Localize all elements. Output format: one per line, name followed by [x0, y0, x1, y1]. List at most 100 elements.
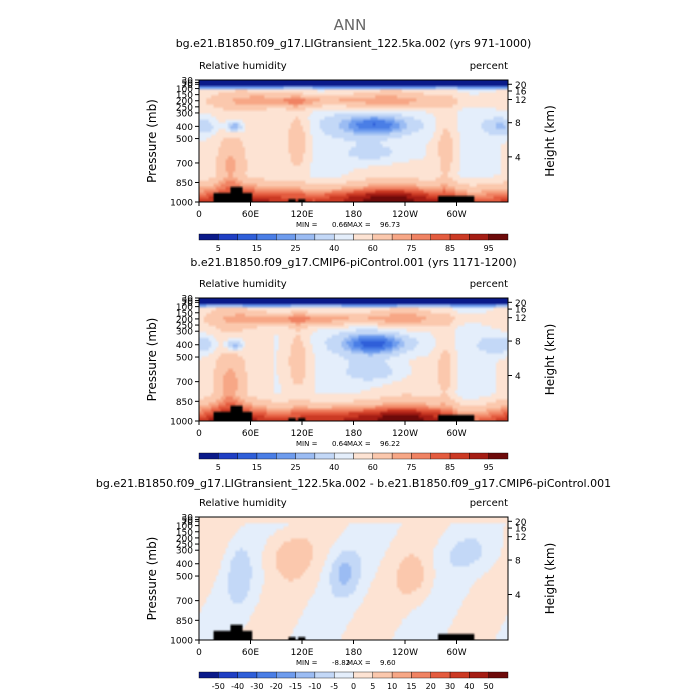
max-value: 96.73: [380, 221, 400, 229]
colorbar-swatch: [488, 452, 509, 460]
colorbar-label: 40: [329, 463, 339, 472]
colorbar-label: 25: [290, 244, 300, 253]
colorbar-swatch: [237, 233, 258, 241]
chart-panel: bg.e21.B1850.f09_g17.LIGtransient_122.5k…: [96, 477, 611, 691]
y2-tick-label: 16: [515, 306, 527, 316]
y2-tick-label: 16: [515, 525, 527, 535]
colorbar-swatch: [256, 671, 277, 679]
y2-tick-label: 12: [515, 533, 526, 543]
y-tick-label: 500: [176, 573, 193, 583]
variable-label: Relative humidity: [199, 61, 287, 72]
y-tick-label: 700: [176, 159, 193, 169]
colorbar-swatch: [430, 233, 451, 241]
colorbar-swatch: [353, 233, 374, 241]
x-tick-label: 60E: [242, 429, 259, 439]
x-tick-label: 0: [196, 648, 202, 658]
y-tick-label: 500: [176, 354, 193, 364]
y2-axis-label: Height (km): [543, 324, 557, 395]
colorbar-swatch: [353, 671, 374, 679]
y-tick-label: 150: [176, 91, 193, 101]
y-tick-label: 1000: [170, 199, 193, 209]
max-value: 96.22: [380, 440, 400, 448]
y2-tick-label: 4: [515, 372, 521, 382]
colorbar-label: 85: [445, 244, 455, 253]
chart-panel: bg.e21.B1850.f09_g17.LIGtransient_122.5k…: [145, 37, 557, 253]
colorbar-label: 85: [445, 463, 455, 472]
y2-tick-label: 8: [515, 557, 521, 567]
page-title: ANN: [334, 16, 367, 34]
colorbar-swatch: [218, 452, 238, 460]
y2-tick-label: 8: [515, 338, 521, 348]
y-tick-label: 300: [176, 328, 193, 338]
colorbar-label: 5: [216, 244, 221, 253]
max-label: MAX =: [347, 440, 371, 448]
contour-field: [199, 298, 508, 421]
y2-tick-label: 8: [515, 119, 521, 129]
colorbar-swatch: [276, 233, 296, 241]
colorbar-swatch: [449, 452, 470, 460]
colorbar-swatch: [411, 452, 431, 460]
colorbar: [198, 671, 509, 679]
colorbar-label: -10: [308, 682, 321, 691]
colorbar-swatch: [276, 452, 296, 460]
colorbar-swatch: [295, 233, 316, 241]
colorbar-label: -5: [330, 682, 338, 691]
y2-tick-label: 12: [515, 96, 526, 106]
y-tick-label: 400: [176, 341, 193, 351]
colorbar-label: 5: [370, 682, 375, 691]
colorbar-swatch: [314, 233, 335, 241]
colorbar-swatch: [430, 452, 451, 460]
chart-panel: b.e21.B1850.f09_g17.CMIP6-piControl.001 …: [145, 256, 557, 472]
colorbar-label: 75: [406, 463, 416, 472]
y-tick-label: 1000: [170, 637, 193, 647]
min-label: MIN =: [296, 440, 318, 448]
x-tick-label: 60E: [242, 648, 259, 658]
colorbar-swatch: [430, 671, 451, 679]
colorbar-label: 40: [329, 244, 339, 253]
y-tick-label: 1000: [170, 418, 193, 428]
colorbar-swatch: [411, 671, 431, 679]
y-axis-label: Pressure (mb): [145, 318, 159, 402]
colorbar-label: 40: [464, 682, 474, 691]
y-tick-label: 500: [176, 135, 193, 145]
y2-tick-label: 4: [515, 591, 521, 601]
colorbar-swatch: [469, 233, 489, 241]
y-tick-label: 250: [176, 103, 193, 113]
colorbar-swatch: [198, 233, 219, 241]
y-tick-label: 30: [182, 295, 194, 305]
units-label: percent: [470, 498, 508, 509]
colorbar-swatch: [237, 452, 258, 460]
x-tick-label: 120W: [392, 648, 418, 658]
colorbar-label: -30: [250, 682, 263, 691]
y-tick-label: 200: [176, 315, 193, 325]
colorbar-label: 75: [406, 244, 416, 253]
y-tick-label: 30: [182, 514, 194, 524]
y-tick-label: 850: [176, 179, 193, 189]
y-tick-label: 50: [182, 516, 194, 526]
colorbar-swatch: [372, 671, 393, 679]
y-tick-label: 70: [182, 518, 194, 528]
colorbar-swatch: [295, 671, 316, 679]
colorbar-swatch: [411, 233, 431, 241]
colorbar-swatch: [314, 671, 335, 679]
colorbar: [198, 233, 509, 241]
colorbar-label: 25: [290, 463, 300, 472]
x-tick-label: 0: [196, 429, 202, 439]
colorbar-label: 60: [368, 244, 378, 253]
colorbar-label: 95: [484, 244, 494, 253]
x-tick-label: 180: [345, 210, 362, 220]
colorbar-swatch: [449, 233, 470, 241]
min-value: -8.82: [332, 659, 350, 667]
y-axis-label: Pressure (mb): [145, 537, 159, 621]
x-tick-label: 180: [345, 429, 362, 439]
y2-axis-label: Height (km): [543, 105, 557, 176]
y-tick-label: 70: [182, 81, 194, 91]
colorbar-swatch: [391, 452, 412, 460]
x-tick-label: 120E: [291, 429, 314, 439]
x-tick-label: 120E: [291, 210, 314, 220]
colorbar-swatch: [198, 671, 219, 679]
colorbar-label: 60: [368, 463, 378, 472]
colorbar-label: -20: [270, 682, 283, 691]
colorbar-label: 20: [426, 682, 436, 691]
